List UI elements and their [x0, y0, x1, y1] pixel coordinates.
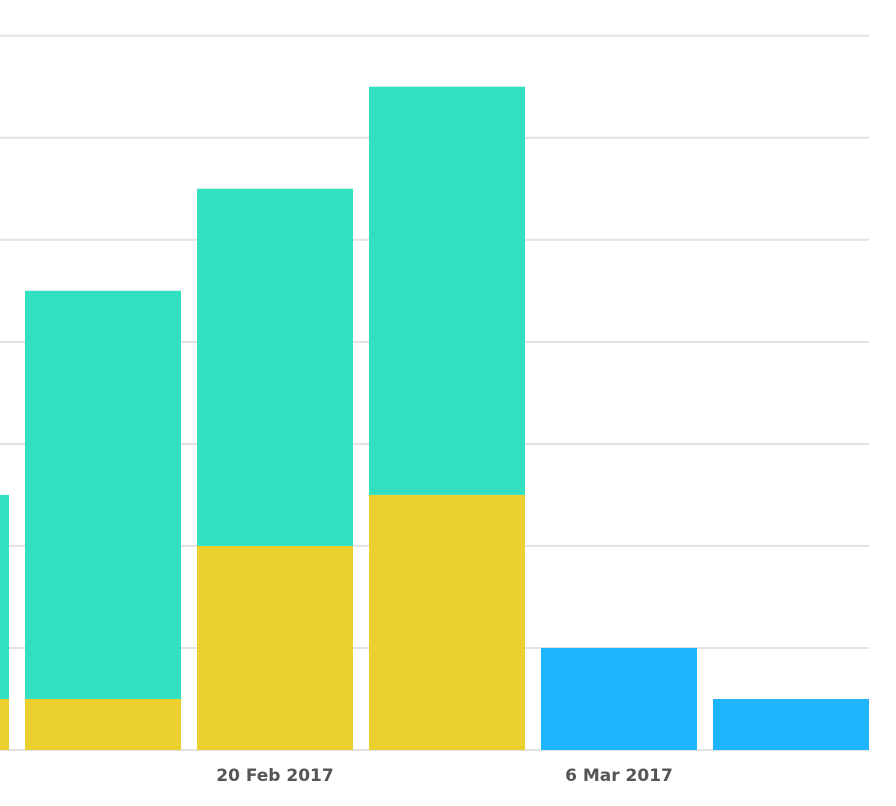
bar-segment: [0, 698, 9, 750]
bar-segment: [369, 494, 525, 750]
bar-segment: [713, 698, 869, 750]
bar-segment: [197, 188, 353, 546]
bar-segment: [0, 494, 9, 699]
bar-segment: [197, 545, 353, 750]
x-tick-label: 20 Feb 2017: [216, 766, 333, 786]
bar-segment: [369, 86, 525, 495]
x-tick-label: 6 Mar 2017: [565, 766, 673, 786]
bar-segment: [25, 290, 181, 699]
bar-segment: [25, 698, 181, 750]
bar-segment: [541, 647, 697, 750]
